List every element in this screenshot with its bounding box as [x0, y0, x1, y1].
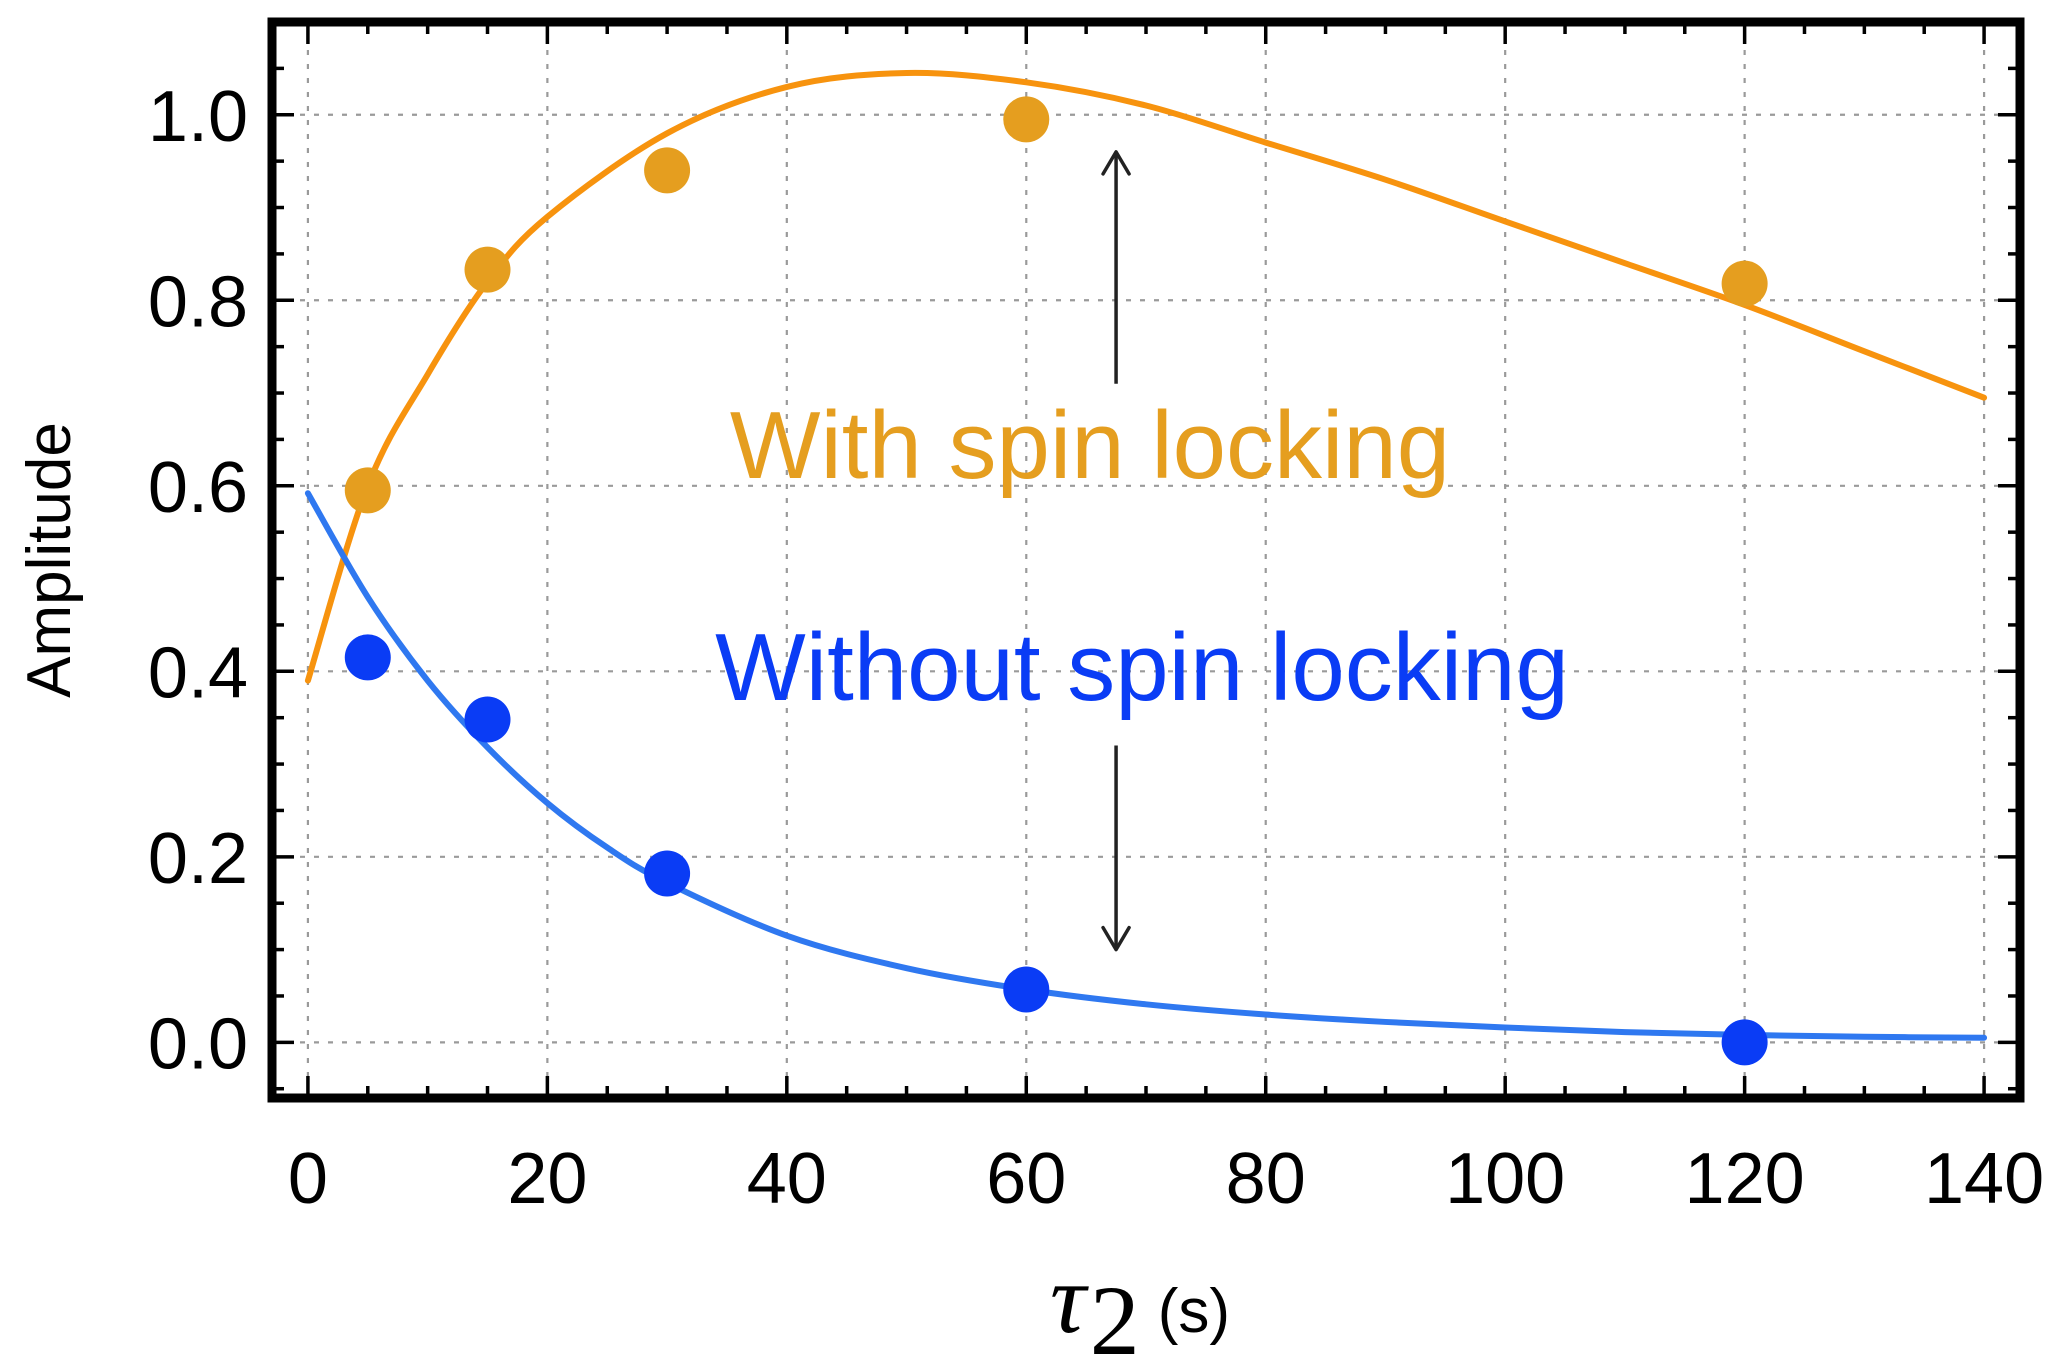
y-tick-label: 0.0	[148, 1004, 248, 1084]
annotation-arrows	[1101, 150, 1131, 952]
x-tick-label: 80	[1226, 1139, 1306, 1219]
x-tick-label: 60	[986, 1139, 1066, 1219]
data-point-with-spin-locking	[1003, 96, 1050, 143]
data-point-without-spin-locking	[1003, 966, 1050, 1013]
data-point-with-spin-locking	[1721, 260, 1768, 307]
data-point-without-spin-locking	[344, 634, 391, 681]
y-tick-label: 0.2	[148, 819, 248, 899]
data-points	[344, 96, 1768, 1066]
x-tick-label: 140	[1924, 1139, 2044, 1219]
x-axis-label-unit: (s)	[1158, 1277, 1230, 1346]
x-axis-label: τ 2 (s)	[1050, 1243, 1230, 1367]
x-axis-label-subscript: 2	[1090, 1265, 1140, 1367]
y-tick-label: 1.0	[148, 77, 248, 157]
x-tick-label: 40	[747, 1139, 827, 1219]
data-point-without-spin-locking	[644, 850, 691, 897]
y-tick-label: 0.6	[148, 448, 248, 528]
fit-curve-without-spin-locking	[304, 490, 1988, 1041]
fit-curve-with-spin-locking	[304, 69, 1988, 684]
x-tick-label: 120	[1685, 1139, 1805, 1219]
data-point-without-spin-locking	[1721, 1019, 1768, 1066]
axis-ticks	[272, 22, 2020, 1098]
data-point-with-spin-locking	[464, 246, 511, 293]
x-tick-labels: 0 20 40 60 80 100 120 140	[288, 1139, 2044, 1219]
data-point-without-spin-locking	[464, 696, 511, 743]
annotation-without-spin-locking: Without spin locking	[715, 614, 1569, 721]
y-tick-labels: 0.0 0.2 0.4 0.6 0.8 1.0	[148, 77, 248, 1085]
plot-frame	[267, 17, 2025, 1103]
x-tick-label: 0	[288, 1139, 328, 1219]
data-point-with-spin-locking	[644, 147, 691, 194]
x-axis-label-symbol: τ	[1050, 1243, 1089, 1354]
arrow-head-down	[1101, 925, 1131, 952]
annotation-with-spin-locking: With spin locking	[730, 392, 1450, 499]
y-tick-label: 0.8	[148, 262, 248, 342]
y-axis-label: Amplitude	[15, 422, 84, 698]
grid-lines	[272, 22, 2020, 1098]
data-point-with-spin-locking	[344, 467, 391, 514]
x-tick-label: 100	[1445, 1139, 1565, 1219]
arrow-head-up	[1101, 150, 1131, 176]
x-tick-label: 20	[507, 1139, 587, 1219]
y-tick-label: 0.4	[148, 633, 248, 713]
fit-curves	[304, 69, 1988, 1041]
